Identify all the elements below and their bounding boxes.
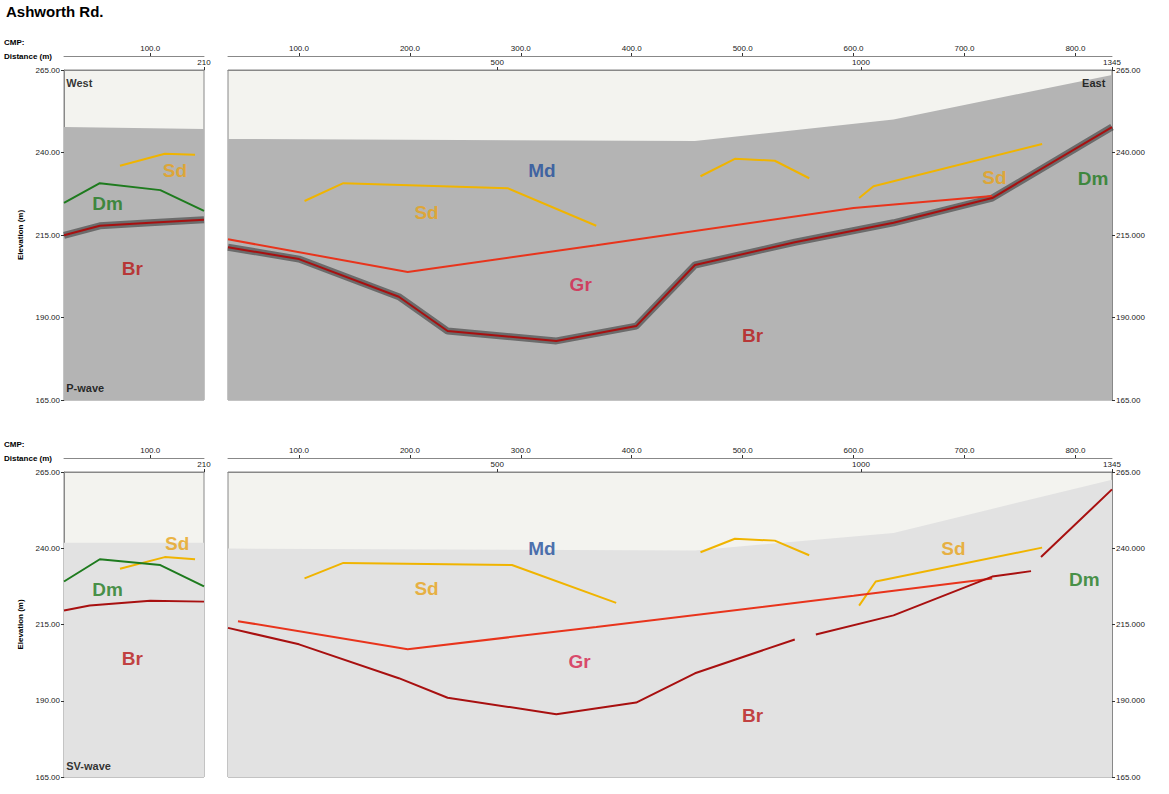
svg-text:165.00: 165.00 (1116, 396, 1141, 405)
svg-text:1345: 1345 (1103, 58, 1121, 67)
svg-text:600.0: 600.0 (844, 446, 865, 455)
svg-text:East: East (1082, 77, 1106, 89)
svg-text:265.00: 265.00 (1116, 66, 1141, 75)
svg-text:Br: Br (742, 325, 764, 346)
svg-text:190.000: 190.000 (1116, 313, 1145, 322)
svg-text:400.0: 400.0 (622, 44, 643, 53)
svg-text:700.0: 700.0 (954, 446, 975, 455)
svg-text:Br: Br (742, 705, 764, 726)
svg-text:200.0: 200.0 (400, 44, 421, 53)
svg-text:Gr: Gr (569, 651, 592, 672)
svg-text:1000: 1000 (852, 58, 870, 67)
svg-text:240.000: 240.000 (1116, 544, 1145, 553)
svg-text:190.00: 190.00 (36, 313, 61, 322)
svg-text:240.00: 240.00 (36, 148, 61, 157)
svg-text:West: West (66, 77, 92, 89)
svg-text:Sd: Sd (414, 578, 438, 599)
svg-text:100.0: 100.0 (289, 446, 310, 455)
svg-text:CMP:: CMP: (4, 38, 24, 47)
svg-text:165.00: 165.00 (1116, 773, 1141, 782)
svg-text:1000: 1000 (852, 460, 870, 469)
svg-text:Dm: Dm (1069, 569, 1100, 590)
svg-text:Md: Md (528, 160, 555, 181)
svg-text:Distance (m): Distance (m) (4, 454, 52, 463)
svg-text:Gr: Gr (570, 274, 593, 295)
svg-text:240.00: 240.00 (36, 544, 61, 553)
svg-text:Sd: Sd (941, 538, 965, 559)
svg-text:210: 210 (197, 58, 211, 67)
svg-text:300.0: 300.0 (511, 44, 532, 53)
svg-text:Dm: Dm (1078, 168, 1109, 189)
svg-text:190.000: 190.000 (1116, 696, 1145, 705)
svg-text:Sd: Sd (982, 167, 1006, 188)
svg-text:700.0: 700.0 (954, 44, 975, 53)
svg-text:800.0: 800.0 (1065, 44, 1086, 53)
svg-text:P-wave: P-wave (66, 382, 104, 394)
svg-text:400.0: 400.0 (622, 446, 643, 455)
svg-text:Br: Br (122, 648, 144, 669)
svg-text:500: 500 (491, 58, 505, 67)
svg-text:Distance (m): Distance (m) (4, 52, 52, 61)
svg-text:600.0: 600.0 (844, 44, 865, 53)
svg-text:100.0: 100.0 (289, 44, 310, 53)
svg-text:240.000: 240.000 (1116, 148, 1145, 157)
svg-text:165.00: 165.00 (36, 396, 61, 405)
svg-text:800.0: 800.0 (1065, 446, 1086, 455)
svg-text:Dm: Dm (92, 193, 123, 214)
svg-text:Sd: Sd (163, 160, 187, 181)
svg-text:215.00: 215.00 (36, 620, 61, 629)
svg-text:265.00: 265.00 (36, 468, 61, 477)
svg-text:Br: Br (122, 258, 144, 279)
svg-text:SV-wave: SV-wave (66, 760, 111, 772)
svg-text:500: 500 (491, 460, 505, 469)
svg-text:210: 210 (197, 460, 211, 469)
svg-text:Elevation (m): Elevation (m) (16, 210, 25, 261)
svg-text:500.0: 500.0 (733, 44, 754, 53)
svg-text:215.00: 215.00 (36, 231, 61, 240)
svg-text:100.0: 100.0 (140, 44, 161, 53)
svg-text:1345: 1345 (1103, 460, 1121, 469)
svg-text:265.00: 265.00 (36, 66, 61, 75)
svg-text:Dm: Dm (92, 579, 123, 600)
svg-text:165.00: 165.00 (36, 773, 61, 782)
svg-text:190.00: 190.00 (36, 696, 61, 705)
svg-text:Md: Md (528, 538, 555, 559)
svg-text:215.000: 215.000 (1116, 620, 1145, 629)
svg-text:100.0: 100.0 (140, 446, 161, 455)
svg-text:265.00: 265.00 (1116, 468, 1141, 477)
svg-text:Elevation (m): Elevation (m) (16, 599, 25, 650)
svg-text:500.0: 500.0 (733, 446, 754, 455)
svg-text:215.000: 215.000 (1116, 231, 1145, 240)
svg-text:300.0: 300.0 (511, 446, 532, 455)
svg-text:Sd: Sd (165, 533, 189, 554)
svg-text:200.0: 200.0 (400, 446, 421, 455)
svg-text:Sd: Sd (414, 202, 438, 223)
svg-text:CMP:: CMP: (4, 440, 24, 449)
svg-text:Ashworth Rd.: Ashworth Rd. (6, 3, 104, 20)
